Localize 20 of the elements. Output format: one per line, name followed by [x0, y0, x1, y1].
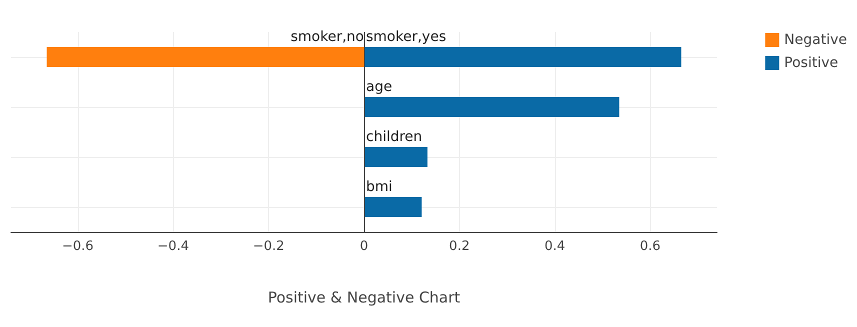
- x-tick-label: −0.2: [252, 239, 284, 254]
- data-label: children: [366, 129, 422, 145]
- data-label: age: [366, 79, 392, 95]
- x-tick-label: 0.4: [544, 239, 566, 254]
- bar: [364, 97, 620, 117]
- legend-label: Negative: [784, 32, 848, 48]
- x-tick-label: −0.6: [62, 239, 94, 254]
- x-tick-label: 0.6: [640, 239, 661, 254]
- x-axis-title: Positive & Negative Chart: [268, 288, 460, 306]
- x-tick-label: 0.2: [449, 239, 470, 254]
- data-label: bmi: [366, 179, 392, 195]
- bar: [364, 47, 682, 67]
- data-label: smoker,yes: [366, 29, 446, 45]
- data-label: smoker,no: [290, 29, 364, 45]
- bar: [46, 47, 364, 67]
- bar: [364, 147, 428, 167]
- bar: [364, 197, 422, 217]
- x-tick-label: 0: [360, 239, 368, 254]
- x-tick-label: −0.4: [157, 239, 189, 254]
- legend-label: Positive: [784, 55, 838, 71]
